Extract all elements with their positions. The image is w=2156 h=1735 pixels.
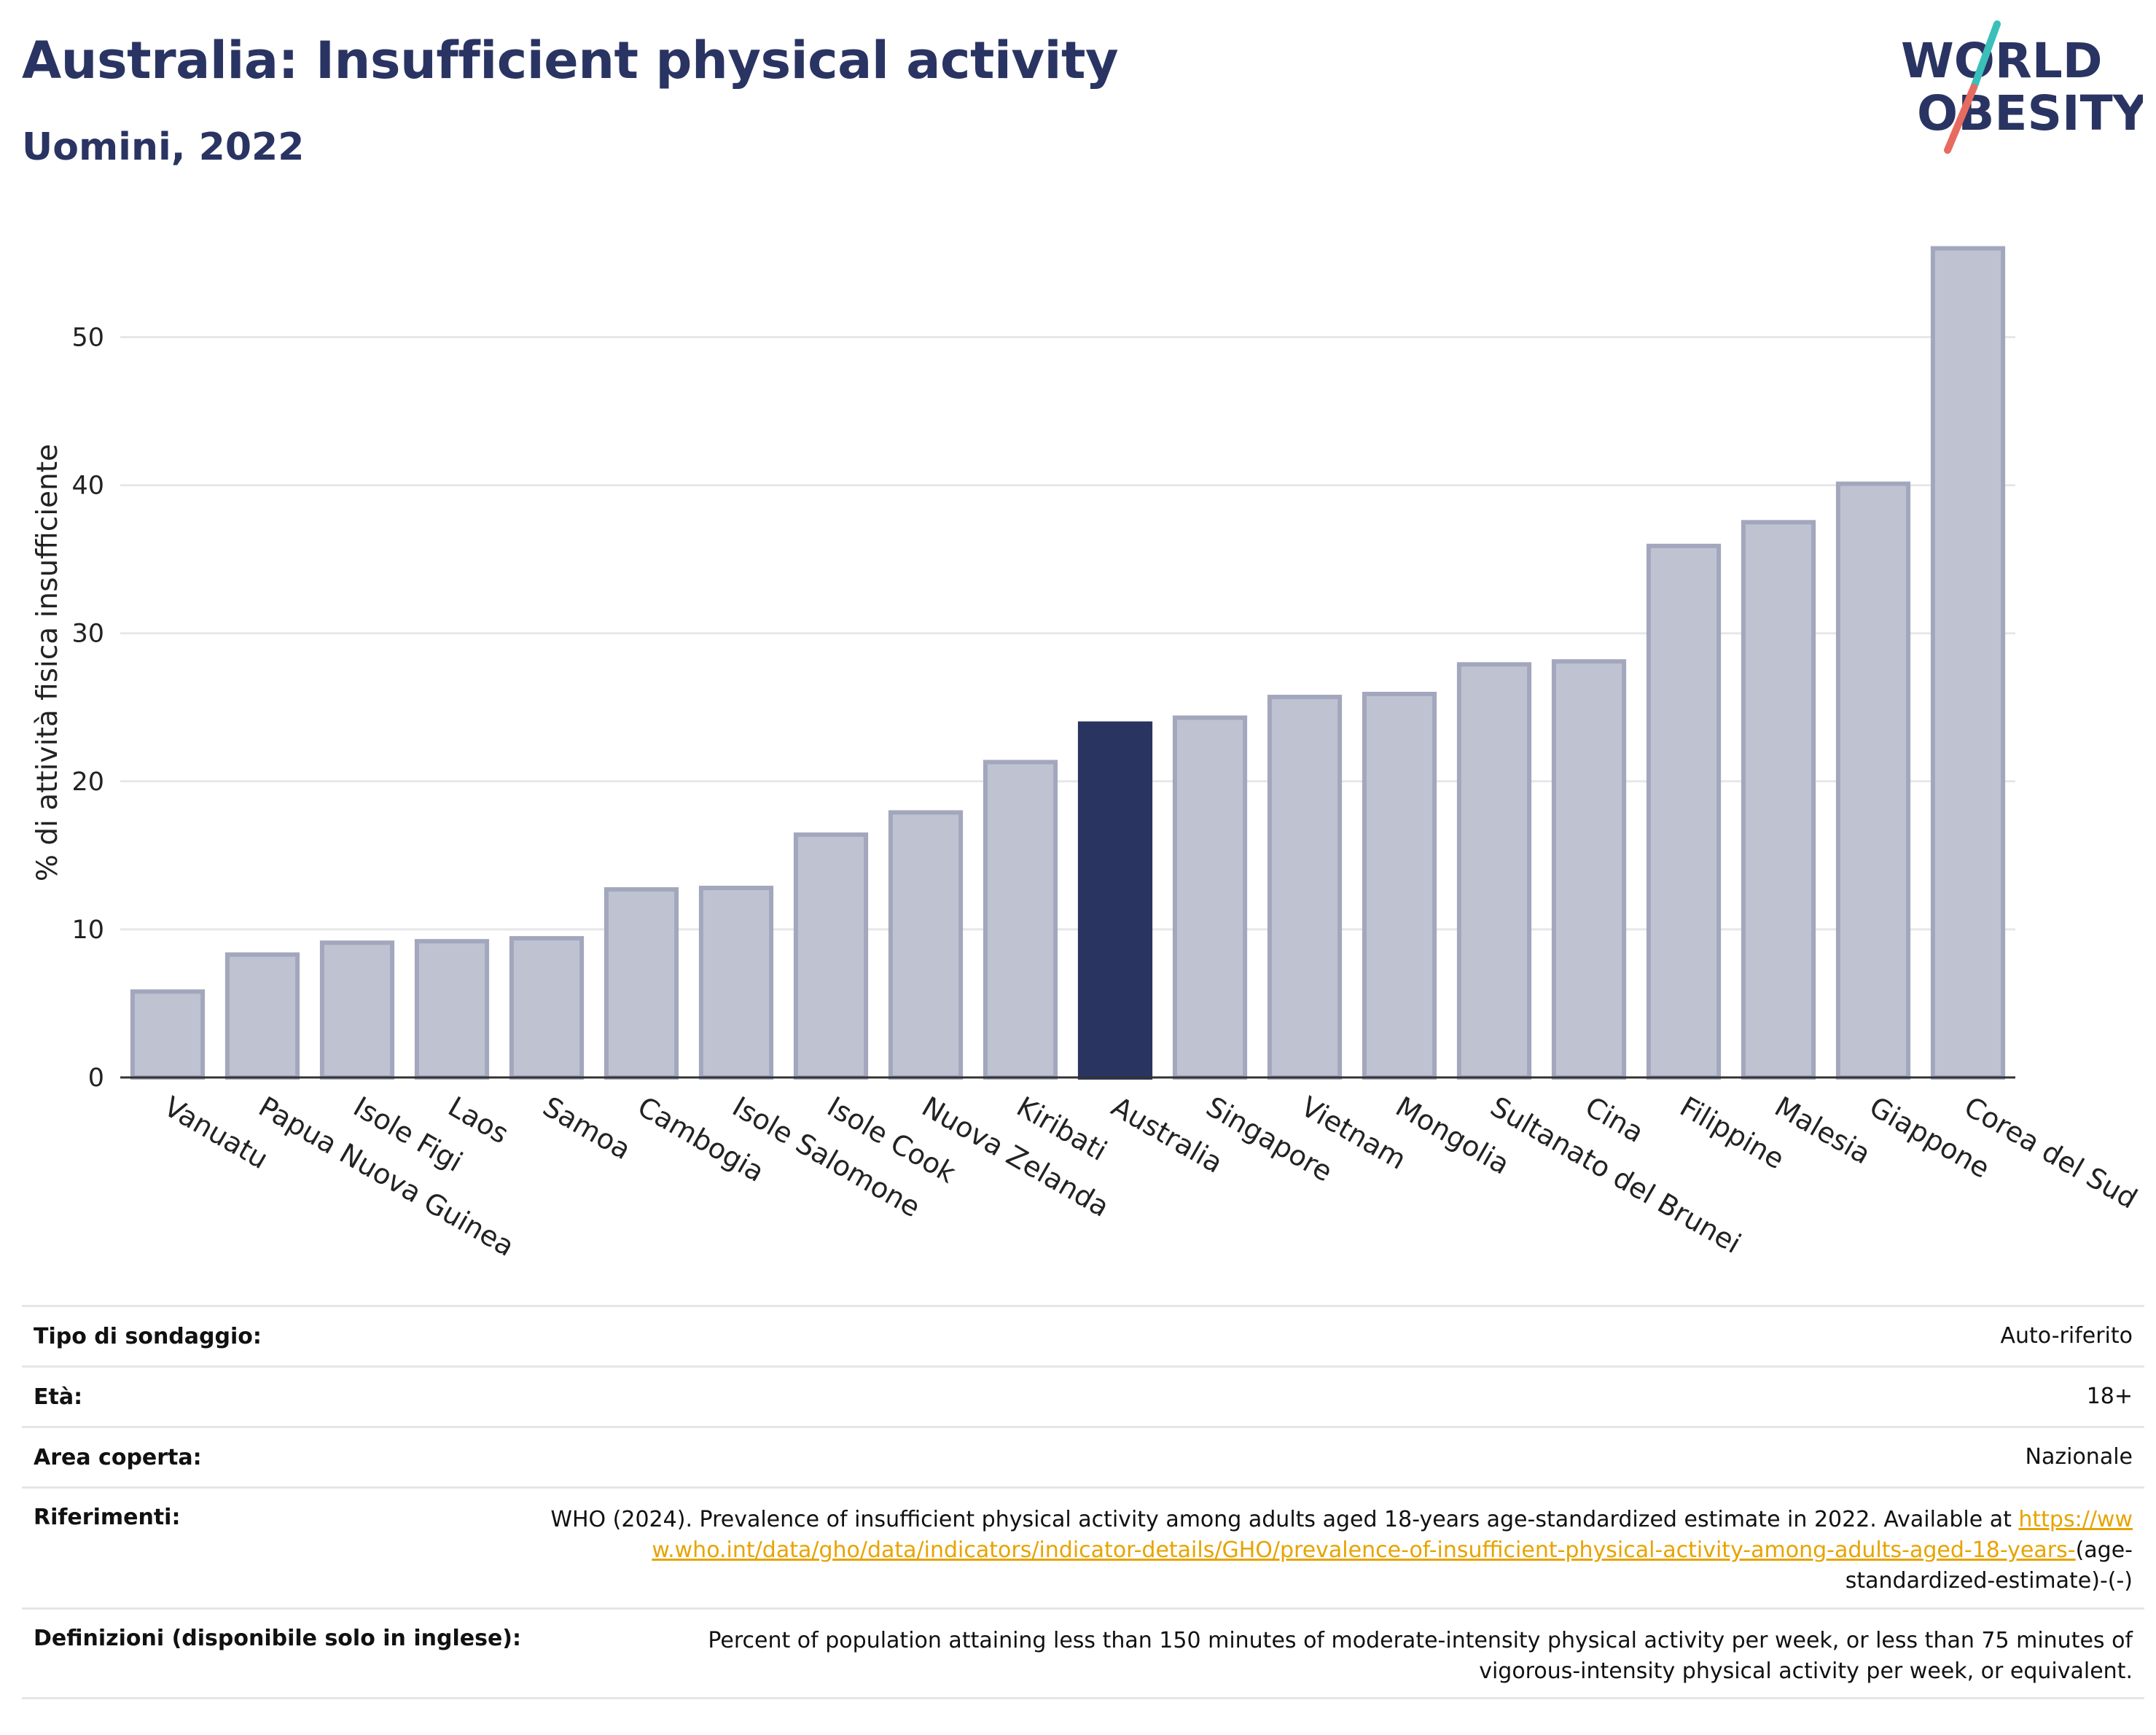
- bar: [1362, 691, 1437, 1080]
- x-tick-label: Vanuatu: [159, 1091, 274, 1175]
- info-key: Tipo di sondaggio:: [34, 1323, 262, 1349]
- info-value: Nazionale: [2025, 1444, 2133, 1470]
- bar: [1835, 481, 1911, 1080]
- reference-text: WHO (2024). Prevalence of insufficient p…: [550, 1507, 2012, 1532]
- y-tick-label: 0: [88, 1064, 104, 1093]
- info-key: Età:: [34, 1384, 83, 1410]
- bar: [130, 989, 206, 1080]
- info-row-survey-type: Tipo di sondaggio: Auto-riferito: [22, 1305, 2144, 1365]
- x-tick-label: Malesia: [1770, 1091, 1876, 1171]
- y-tick-label: 30: [71, 620, 104, 649]
- bar: [1551, 659, 1627, 1080]
- info-value: Auto-riferito: [2000, 1323, 2133, 1349]
- y-tick-label: 20: [71, 768, 104, 797]
- info-row-age: Età: 18+: [22, 1365, 2144, 1426]
- info-row-references: Riferimenti: WHO (2024). Prevalence of i…: [22, 1486, 2144, 1607]
- logo-word-world: WORLD: [1901, 33, 2103, 89]
- bar: [1741, 520, 1816, 1080]
- info-key: Definizioni (disponibile solo in inglese…: [34, 1626, 521, 1651]
- x-tick-label: Cina: [1580, 1091, 1649, 1149]
- bar: [888, 810, 964, 1080]
- page-title: Australia: Insufficient physical activit…: [22, 31, 1119, 90]
- y-axis-title: % di attività fisica insufficiente: [31, 444, 64, 881]
- info-value: 18+: [2086, 1384, 2133, 1409]
- bar-highlight: [1077, 721, 1153, 1080]
- info-table: Tipo di sondaggio: Auto-riferito Età: 18…: [22, 1305, 2144, 1699]
- bar: [1930, 246, 2006, 1080]
- x-tick-label: Samoa: [538, 1091, 636, 1166]
- bar: [1172, 715, 1248, 1080]
- y-tick-label: 10: [71, 916, 104, 945]
- info-row-definitions: Definizioni (disponibile solo in inglese…: [22, 1607, 2144, 1699]
- bar: [319, 940, 395, 1080]
- bar-chart: 0 10 20 30 40 50 % di attività fisica insuffic…: [31, 246, 2143, 1263]
- bar: [1646, 543, 1722, 1080]
- y-tick-label: 40: [71, 472, 104, 501]
- logo-slash-top: [1970, 20, 2001, 91]
- reference-suffix: (age-standardized-estimate)-(-): [1845, 1537, 2133, 1594]
- bar: [414, 939, 490, 1080]
- info-row-area: Area coperta: Nazionale: [22, 1426, 2144, 1486]
- bar: [983, 760, 1058, 1080]
- info-value: Percent of population attaining less tha…: [708, 1628, 2133, 1684]
- bar: [793, 832, 869, 1080]
- bar: [1267, 695, 1343, 1080]
- bar: [224, 952, 300, 1080]
- y-tick-label: 50: [71, 323, 104, 352]
- bar: [604, 887, 679, 1080]
- logo-slash-bottom: [1944, 84, 1977, 154]
- bar: [698, 886, 774, 1080]
- bar: [509, 936, 585, 1080]
- page-subtitle: Uomini, 2022: [22, 125, 305, 169]
- bar: [1456, 662, 1532, 1080]
- x-tick-label: Filippine: [1675, 1091, 1790, 1176]
- info-key: Area coperta:: [34, 1444, 202, 1470]
- reference-link[interactable]: https://www.who.int/data/gho/data/indica…: [652, 1507, 2133, 1563]
- x-tick-label: Laos: [443, 1091, 515, 1150]
- info-value: WHO (2024). Prevalence of insufficient p…: [529, 1505, 2133, 1596]
- world-obesity-logo: WORLD OBESITY: [1901, 20, 2143, 154]
- info-key: Riferimenti:: [34, 1505, 181, 1530]
